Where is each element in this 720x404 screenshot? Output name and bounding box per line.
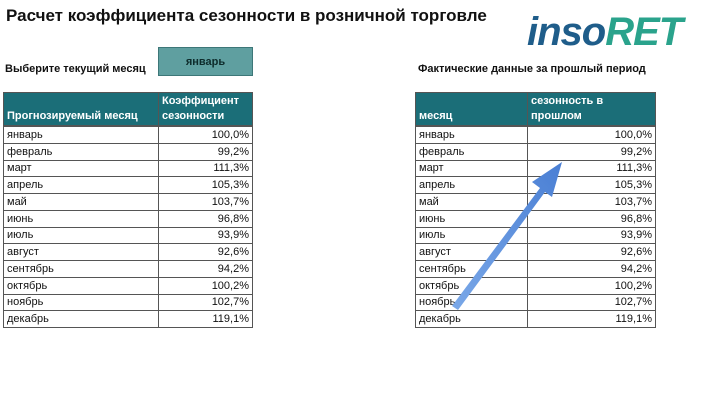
value-cell: 119,1% xyxy=(158,310,253,328)
header-cell: месяц xyxy=(415,92,528,126)
month-dropdown[interactable]: январь xyxy=(158,47,253,76)
sheet-title: Расчет коэффициента сезонности в розничн… xyxy=(6,6,487,25)
section-label: Фактические данные за прошлый период xyxy=(418,63,646,75)
logo-text: inso xyxy=(527,10,606,54)
arrow xyxy=(452,162,562,310)
logo: insoRET xyxy=(527,8,683,56)
logo-text: RET xyxy=(605,10,683,54)
value-cell: 119,1% xyxy=(527,310,656,328)
selector-label: Выберите текущий месяц xyxy=(5,63,146,75)
header-cell: Прогнозируемый месяц xyxy=(3,92,159,126)
header-cell: Фактическая сезонность в прошлом xyxy=(527,92,656,126)
header-cell: Коэффициент сезонности xyxy=(158,92,253,126)
